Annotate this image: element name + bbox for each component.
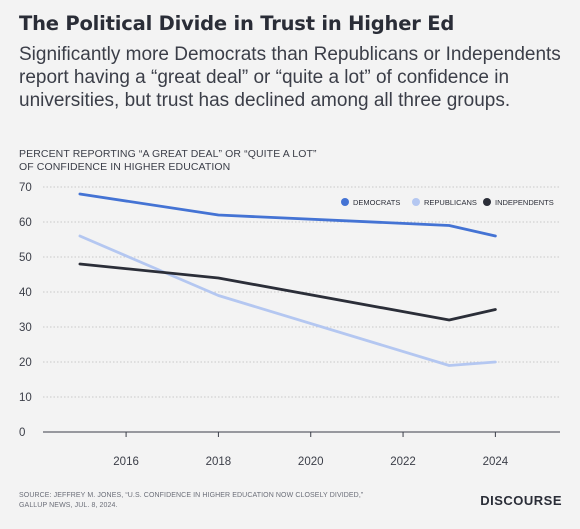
chart-subtitle: Significantly more Democrats than Republ… bbox=[19, 44, 561, 111]
source-note: SOURCE: JEFFREY M. JONES, “U.S. CONFIDEN… bbox=[19, 491, 439, 511]
y-tick-label-0: 0 bbox=[19, 427, 25, 439]
x-tick-label-2016: 2016 bbox=[113, 456, 139, 468]
x-tick-label-2018: 2018 bbox=[206, 456, 232, 468]
x-tick-label-2022: 2022 bbox=[390, 456, 416, 468]
y-axis-label-line-2: OF CONFIDENCE IN HIGHER EDUCATION bbox=[19, 161, 231, 173]
legend-marker-democrats bbox=[341, 198, 349, 206]
x-tick-label-2024: 2024 bbox=[483, 456, 509, 468]
legend-marker-independents bbox=[483, 198, 491, 206]
source-line-1: SOURCE: JEFFREY M. JONES, “U.S. CONFIDEN… bbox=[19, 492, 364, 499]
y-tick-label-50: 50 bbox=[19, 252, 32, 264]
y-axis-label: PERCENT REPORTING “A GREAT DEAL” OR “QUI… bbox=[19, 148, 419, 174]
source-line-2: GALLUP NEWS, JUL. 8, 2024. bbox=[19, 502, 118, 509]
y-tick-label-20: 20 bbox=[19, 357, 32, 369]
y-tick-label-60: 60 bbox=[19, 217, 32, 229]
series-line-democrats bbox=[78, 192, 497, 238]
y-axis-label-line-1: PERCENT REPORTING “A GREAT DEAL” OR “QUI… bbox=[19, 148, 317, 160]
brand-logo: DISCOURSE bbox=[480, 493, 562, 508]
legend-marker-republicans bbox=[412, 198, 420, 206]
series-line-republicans bbox=[78, 234, 497, 367]
legend-label-democrats: DEMOCRATS bbox=[353, 198, 400, 207]
legend-label-independents: INDEPENDENTS bbox=[495, 198, 554, 207]
series-line-independents bbox=[78, 262, 497, 322]
x-tick-label-2020: 2020 bbox=[298, 456, 324, 468]
y-tick-label-40: 40 bbox=[19, 287, 32, 299]
y-tick-label-70: 70 bbox=[19, 182, 32, 194]
y-tick-label-10: 10 bbox=[19, 392, 32, 404]
legend-label-republicans: REPUBLICANS bbox=[424, 198, 477, 207]
y-tick-label-30: 30 bbox=[19, 322, 32, 334]
chart-title: The Political Divide in Trust in Higher … bbox=[19, 12, 455, 35]
